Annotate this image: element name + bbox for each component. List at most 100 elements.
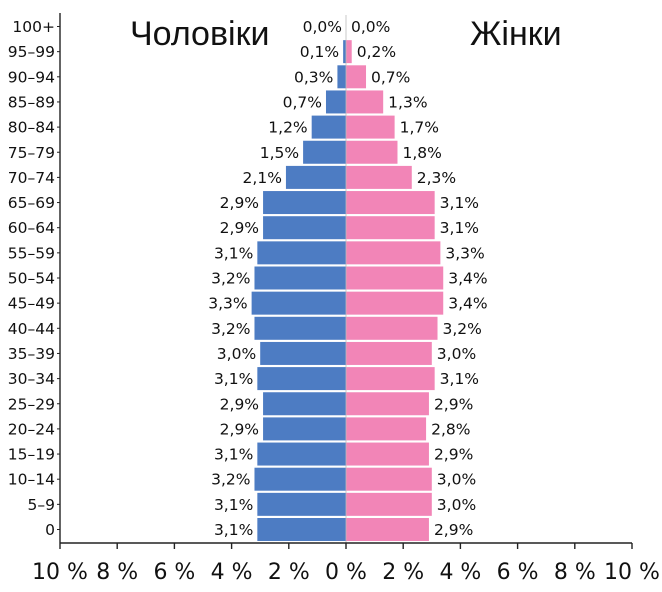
value-label-male: 1,2%: [268, 119, 307, 137]
value-label-male: 3,2%: [211, 471, 250, 489]
bar-male: [263, 417, 346, 441]
bar-female: [346, 165, 412, 189]
age-group-label: 80–84: [8, 119, 55, 137]
bar-male: [257, 518, 346, 541]
value-label-male: 3,1%: [214, 370, 253, 388]
bar-male: [257, 367, 346, 391]
value-label-male: 3,1%: [214, 521, 253, 539]
value-label-male: 3,2%: [211, 320, 250, 338]
bar-female: [346, 367, 435, 391]
bar-male: [254, 316, 346, 340]
bar-female: [346, 115, 395, 139]
title-right: Жінки: [470, 15, 562, 53]
bar-female: [346, 140, 398, 164]
age-group-label: 0: [45, 521, 55, 539]
value-label-female: 3,3%: [445, 244, 484, 262]
value-label-female: 0,0%: [351, 18, 390, 36]
age-group-label: 55–59: [8, 244, 55, 262]
value-label-male: 2,9%: [220, 219, 259, 237]
value-label-male: 0,1%: [300, 43, 339, 61]
bar-female: [346, 392, 429, 416]
value-label-female: 0,7%: [371, 68, 410, 86]
bar-male: [251, 291, 346, 315]
value-label-female: 2,8%: [431, 420, 470, 438]
x-tick-label: 10 %: [604, 560, 660, 585]
value-label-male: 1,5%: [260, 144, 299, 162]
value-label-female: 3,0%: [437, 496, 476, 514]
age-group-label: 65–69: [8, 194, 55, 212]
value-label-female: 1,7%: [400, 119, 439, 137]
bar-male: [254, 266, 346, 290]
age-group-label: 45–49: [8, 295, 55, 313]
value-label-male: 2,1%: [243, 169, 282, 187]
bar-male: [263, 216, 346, 240]
bar-female: [346, 65, 367, 89]
bar-male: [257, 492, 346, 516]
bar-female: [346, 467, 432, 491]
title-left: Чоловіки: [130, 15, 269, 53]
value-label-male: 3,1%: [214, 496, 253, 514]
bar-female: [346, 40, 352, 64]
bars-group: [251, 40, 444, 541]
value-label-female: 2,3%: [417, 169, 456, 187]
age-group-label: 35–39: [8, 345, 55, 363]
value-label-male: 0,0%: [303, 18, 342, 36]
value-label-female: 3,1%: [440, 370, 479, 388]
age-group-label: 10–14: [8, 471, 55, 489]
value-label-male: 2,9%: [220, 194, 259, 212]
value-label-male: 3,2%: [211, 270, 250, 288]
value-label-female: 0,2%: [357, 43, 396, 61]
bar-male: [263, 392, 346, 416]
bar-female: [346, 442, 429, 466]
bar-male: [254, 467, 346, 491]
bar-male: [285, 165, 346, 189]
bar-female: [346, 316, 438, 340]
bar-female: [346, 90, 384, 114]
x-tick-label: 8 %: [554, 560, 596, 585]
x-tick-label: 0 %: [325, 560, 367, 585]
age-group-label: 30–34: [8, 370, 55, 388]
value-label-male: 3,1%: [214, 244, 253, 262]
value-label-female: 3,4%: [448, 270, 487, 288]
bar-female: [346, 291, 444, 315]
age-group-label: 90–94: [8, 68, 55, 86]
age-group-label: 25–29: [8, 395, 55, 413]
value-label-male: 2,9%: [220, 420, 259, 438]
bar-female: [346, 266, 444, 290]
value-label-male: 3,0%: [217, 345, 256, 363]
age-group-label: 5–9: [28, 496, 55, 514]
value-label-male: 3,3%: [208, 295, 247, 313]
value-label-female: 3,0%: [437, 345, 476, 363]
x-tick-label: 6 %: [153, 560, 195, 585]
age-group-label: 95–99: [8, 43, 55, 61]
bar-male: [337, 65, 346, 89]
x-tick-label: 2 %: [382, 560, 424, 585]
age-group-label: 85–89: [8, 93, 55, 111]
bar-female: [346, 191, 435, 215]
bar-female: [346, 216, 435, 240]
bar-male: [257, 442, 346, 466]
value-label-female: 3,2%: [443, 320, 482, 338]
x-tick-label: 4 %: [439, 560, 481, 585]
bar-male: [311, 115, 346, 139]
value-label-male: 0,3%: [294, 68, 333, 86]
value-label-male: 0,7%: [283, 93, 322, 111]
value-labels-group: 0,0% 0,0% 0,1% 0,2% 0,3% 0,7% 0,7% 1,3% 1,2% 1,7%…: [208, 18, 487, 539]
value-label-female: 3,4%: [448, 295, 487, 313]
bar-male: [325, 90, 346, 114]
value-label-female: 3,1%: [440, 194, 479, 212]
age-group-label: 15–19: [8, 446, 55, 464]
value-label-female: 2,9%: [434, 395, 473, 413]
value-label-male: 2,9%: [220, 395, 259, 413]
bar-female: [346, 417, 427, 441]
age-group-label: 40–44: [8, 320, 55, 338]
x-tick-label: 6 %: [497, 560, 539, 585]
x-tick-label: 8 %: [96, 560, 138, 585]
age-group-label: 100+: [12, 18, 55, 36]
value-label-female: 1,8%: [402, 144, 441, 162]
value-label-male: 3,1%: [214, 446, 253, 464]
bar-male: [263, 191, 346, 215]
x-tick-label: 4 %: [211, 560, 253, 585]
bar-male: [303, 140, 346, 164]
